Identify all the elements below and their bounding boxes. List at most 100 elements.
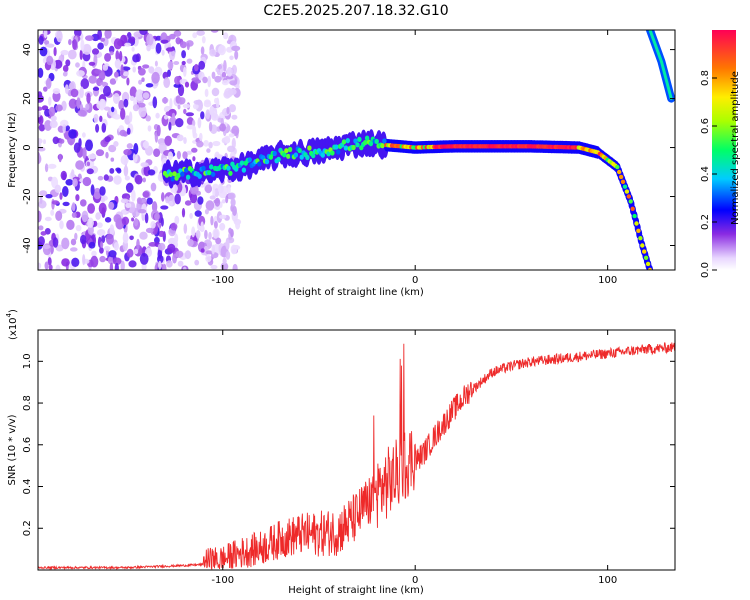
noise-blob	[229, 80, 238, 86]
noise-blob	[206, 148, 211, 153]
noise-blob	[100, 84, 104, 93]
noise-blob	[197, 117, 202, 129]
noise-blob	[134, 217, 139, 227]
noise-blob	[87, 225, 94, 236]
noise-blob	[123, 98, 129, 108]
noise-blob	[136, 238, 140, 251]
noise-blob	[96, 229, 106, 236]
noise-blob	[64, 84, 69, 94]
noise-blob	[195, 230, 201, 239]
noise-blob	[48, 264, 53, 270]
noise-blob	[80, 199, 87, 207]
noise-blob	[205, 255, 212, 263]
noise-blob	[77, 109, 87, 117]
noise-blob	[62, 65, 69, 72]
noise-blob	[113, 114, 121, 120]
noise-blob	[191, 226, 196, 238]
noise-blob	[204, 229, 208, 240]
noise-blob	[231, 125, 240, 137]
noise-blob	[124, 175, 130, 181]
noise-blob	[118, 50, 123, 62]
noise-blob	[87, 217, 94, 228]
noise-blob	[38, 262, 42, 269]
noise-blob	[228, 227, 233, 234]
noise-blob	[161, 192, 165, 202]
ridge-core	[293, 152, 299, 158]
noise-blob	[163, 77, 171, 89]
noise-blob	[166, 260, 173, 268]
noise-blob	[214, 97, 219, 104]
noise-blob	[85, 103, 90, 111]
ridge-core	[380, 143, 385, 149]
noise-blob	[144, 212, 149, 224]
noise-blob	[150, 182, 157, 192]
noise-blob	[170, 222, 178, 231]
noise-blob	[222, 257, 227, 265]
noise-blob	[227, 145, 235, 153]
noise-blob	[75, 62, 80, 68]
noise-blob	[121, 216, 130, 226]
noise-blob	[142, 140, 150, 149]
noise-blob	[230, 198, 236, 207]
noise-blob	[221, 199, 226, 204]
noise-blob	[109, 224, 115, 237]
ridge-core	[210, 171, 216, 177]
ridge-core	[647, 267, 653, 270]
noise-blob	[200, 221, 204, 232]
noise-blob	[223, 60, 227, 72]
noise-blob	[227, 185, 231, 195]
ridge-core	[297, 147, 302, 154]
noise-blob	[103, 106, 111, 111]
noise-blob	[60, 49, 69, 56]
noise-blob	[120, 155, 129, 165]
y-tick-label: 1.0	[22, 353, 33, 369]
noise-blob	[42, 244, 51, 249]
ridge-core	[207, 170, 212, 176]
ridge-core	[355, 142, 360, 148]
ridge-core	[374, 138, 379, 144]
noise-blob	[79, 86, 84, 99]
noise-blob	[140, 162, 149, 168]
noise-blob	[211, 87, 220, 97]
noise-blob	[38, 106, 43, 111]
noise-blob	[55, 244, 64, 252]
y-tick-label: 0	[22, 144, 33, 150]
noise-blob	[174, 76, 181, 85]
noise-blob	[95, 212, 101, 220]
noise-blob	[154, 236, 160, 244]
ridge-core	[272, 150, 277, 157]
noise-blob	[184, 250, 192, 260]
noise-blob	[38, 225, 44, 231]
noise-blob	[213, 229, 219, 239]
noise-blob	[208, 231, 212, 240]
noise-blob	[99, 115, 103, 123]
noise-blob	[98, 202, 107, 215]
noise-blob	[70, 238, 77, 246]
snr-scale-exponent: 4	[5, 312, 13, 317]
colorbar: 0.0 0.2 0.4 0.6 0.8 Normalized spectral ampl…	[700, 30, 741, 278]
noise-blob	[189, 212, 193, 219]
colorbar-tick-label: 0.2	[700, 214, 711, 230]
noise-blob	[182, 151, 188, 160]
noise-blob	[210, 30, 219, 33]
noise-blob	[114, 71, 119, 78]
noise-blob	[45, 77, 52, 89]
noise-blob	[152, 96, 158, 109]
noise-blob	[148, 66, 155, 74]
noise-blob	[92, 48, 99, 55]
ridge-core	[239, 160, 245, 166]
noise-blob	[234, 50, 239, 60]
noise-blob	[172, 253, 177, 264]
noise-blob	[111, 106, 115, 113]
noise-blob	[109, 78, 117, 85]
noise-blob	[43, 30, 48, 39]
noise-blob	[52, 88, 61, 95]
spectrogram-xlabel: Height of straight line (km)	[288, 287, 424, 298]
noise-blob	[65, 59, 71, 67]
snr-marks	[38, 342, 675, 570]
noise-blob	[179, 41, 187, 49]
noise-blob	[168, 200, 174, 207]
noise-blob	[104, 245, 111, 251]
noise-blob	[131, 189, 136, 202]
